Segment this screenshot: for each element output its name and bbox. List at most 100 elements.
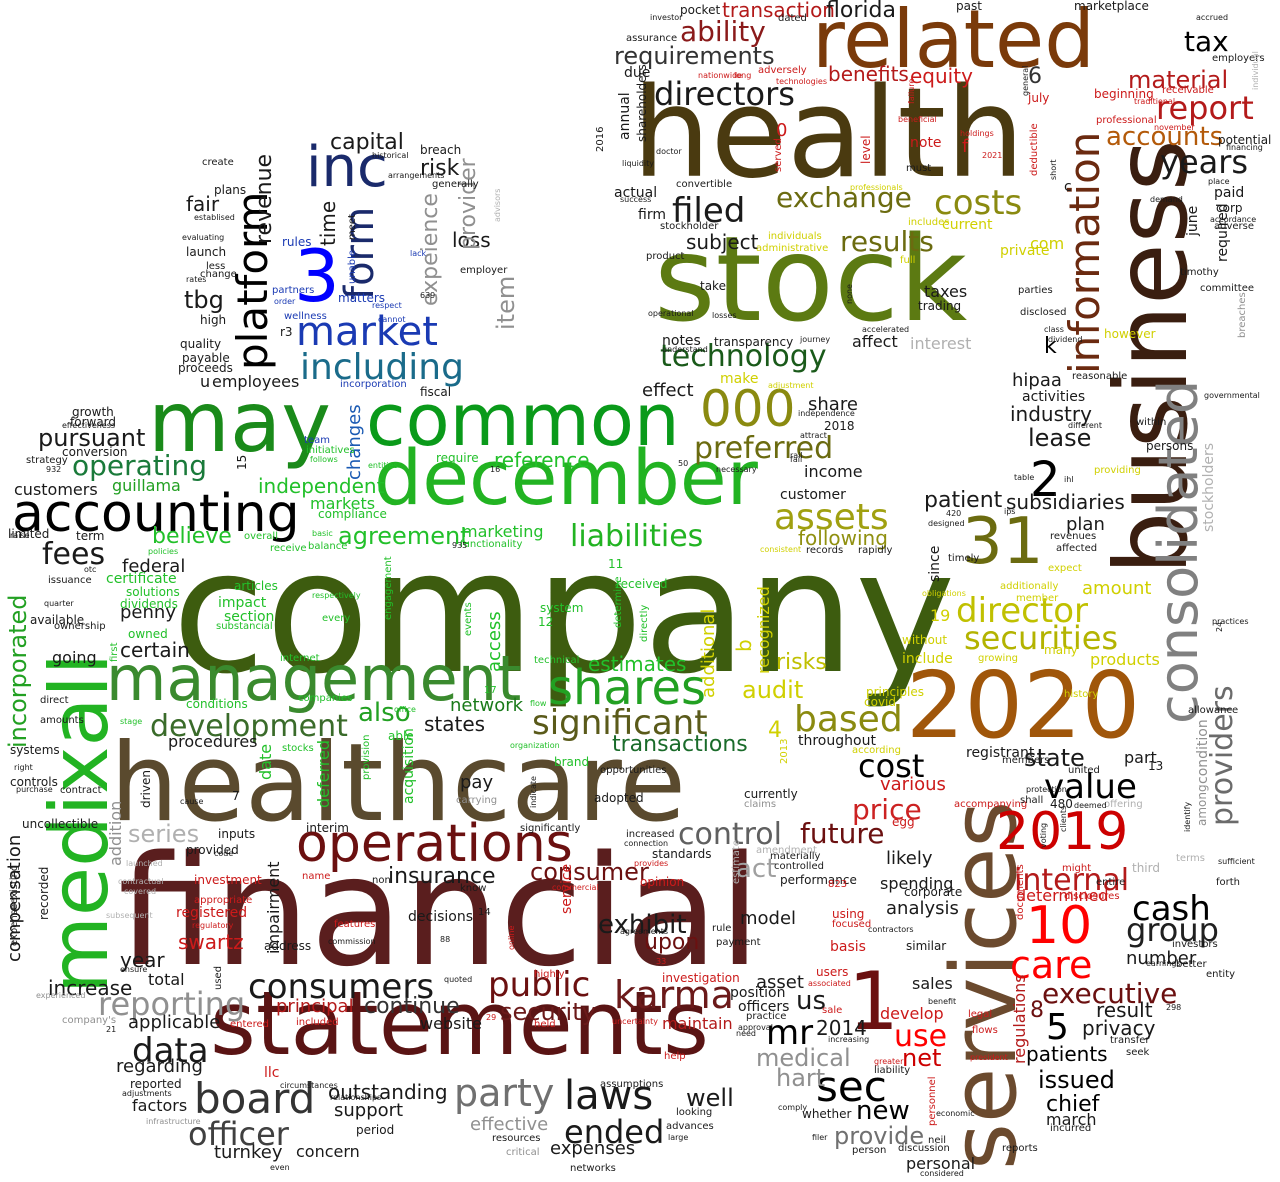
word-investor: investor [650, 13, 683, 22]
word-brand: brand [554, 755, 590, 769]
word-service: service [559, 863, 575, 914]
word-interest: interest [910, 334, 972, 353]
word-many: many [1044, 643, 1078, 657]
word-insurance: insurance [388, 864, 496, 889]
word-december: december [374, 433, 758, 522]
word-commission: commission [328, 937, 376, 946]
word-price: price [852, 793, 922, 826]
word-solutions: solutions [126, 585, 180, 599]
word-amendment: amendment [756, 845, 817, 856]
word-2019: 2019 [996, 802, 1129, 862]
word-respectively: respectively [312, 591, 361, 600]
word-june: june [1185, 205, 1201, 236]
word-public: public [488, 965, 591, 1005]
word-concern: concern [296, 1142, 360, 1161]
word-protection: protection [1026, 785, 1067, 794]
word-risks: risks [776, 650, 827, 675]
word-full: full [900, 255, 916, 266]
word-principal: principal [276, 996, 354, 1017]
word-24: 24 [1215, 621, 1224, 632]
word-parties: parties [1018, 285, 1053, 296]
word-additional: additional [698, 608, 719, 698]
word-reference: reference [494, 448, 590, 472]
word-recognized: recognized [754, 586, 773, 674]
word-earnings: earnings [1146, 959, 1181, 968]
word-opportunities: opportunities [600, 765, 667, 776]
word-stockholders: stockholders [1201, 442, 1217, 532]
word-cannot: cannot [378, 315, 406, 324]
word-dated: dated [778, 13, 807, 24]
word-c: c [1064, 179, 1072, 195]
word-july: july [1028, 91, 1050, 105]
word-legal: legal [968, 1009, 993, 1020]
word-exhibit: exhibit [598, 910, 687, 940]
word-march: march [1046, 1110, 1097, 1129]
word-stage: stage [120, 717, 143, 726]
word-entity: entity [1206, 969, 1236, 980]
word-associated: associated [808, 979, 851, 988]
word-position: position [730, 985, 786, 1001]
word-adversely: adversely [758, 65, 807, 76]
word-non: non [372, 875, 391, 886]
word-932: 932 [46, 465, 62, 474]
word-functionality: functionality [460, 539, 523, 550]
word-employees: employees [212, 372, 300, 391]
word-person: person [852, 1145, 887, 1156]
word-karma: karma [614, 973, 734, 1017]
word-f: f [962, 136, 969, 157]
word-employers: employers [1212, 53, 1265, 64]
word-policies: policies [148, 547, 179, 556]
word-historical: historical [372, 151, 409, 160]
word-com: com [1030, 234, 1065, 253]
word-companies: companies [298, 693, 353, 704]
word-upon: upon [644, 930, 700, 955]
word-number: number [1126, 948, 1197, 969]
word-item: item [492, 275, 520, 330]
word-balance: balance [308, 541, 348, 552]
word-members: members [1002, 755, 1050, 766]
word-stock: stock [654, 210, 968, 348]
word-asset: asset [756, 972, 804, 993]
word-reported: reported [130, 1077, 182, 1091]
word-r3: r3 [280, 325, 293, 339]
word-due: due [624, 65, 651, 81]
word-flow: flow [530, 699, 547, 708]
word-preferred: preferred [694, 431, 834, 466]
word-assurance: assurance [626, 33, 678, 44]
word-operational: operational [648, 309, 694, 318]
word-liquidity: liquidity [622, 159, 654, 168]
word-uncollectible: uncollectible [22, 817, 99, 831]
word-term: term [76, 529, 105, 543]
word-issuance: issuance [48, 575, 92, 586]
word-hart: hart [776, 1064, 826, 1092]
word-basis: basis [830, 939, 866, 955]
word-cost: cost [858, 747, 925, 785]
word-events: events [463, 602, 474, 636]
word-revenue: revenue [252, 153, 277, 244]
word-operations: operations [296, 814, 573, 874]
word-administrative: administrative [756, 243, 829, 254]
word-regulatory: regulatory [192, 921, 234, 930]
word-19: 19 [930, 606, 951, 625]
word-articles: articles [234, 579, 278, 593]
word-personal: personal [906, 1154, 976, 1173]
word-carrying: carrying [456, 795, 498, 806]
word-different: different [1068, 421, 1102, 430]
word-agreement: agreement [338, 522, 470, 550]
word-organization: organization [510, 741, 560, 750]
word-k: k [1044, 334, 1057, 359]
word-purchase: purchase [16, 785, 53, 794]
word-circumstances: circumstances [280, 1081, 338, 1090]
word-results: results [840, 225, 934, 258]
word-launched: launched [126, 859, 163, 868]
word-3: 3 [294, 234, 340, 318]
word-420: 420 [946, 509, 962, 518]
word-disclosed: disclosed [1020, 307, 1067, 318]
word-overall: overall [244, 531, 278, 542]
word-subsequent: subsequent [106, 911, 153, 920]
word-economic: economic [936, 1109, 975, 1118]
word-practice: practice [746, 1011, 787, 1022]
word-payment: payment [716, 937, 761, 948]
word-company: company [172, 514, 956, 712]
word-dividend: dividend [1048, 335, 1083, 344]
